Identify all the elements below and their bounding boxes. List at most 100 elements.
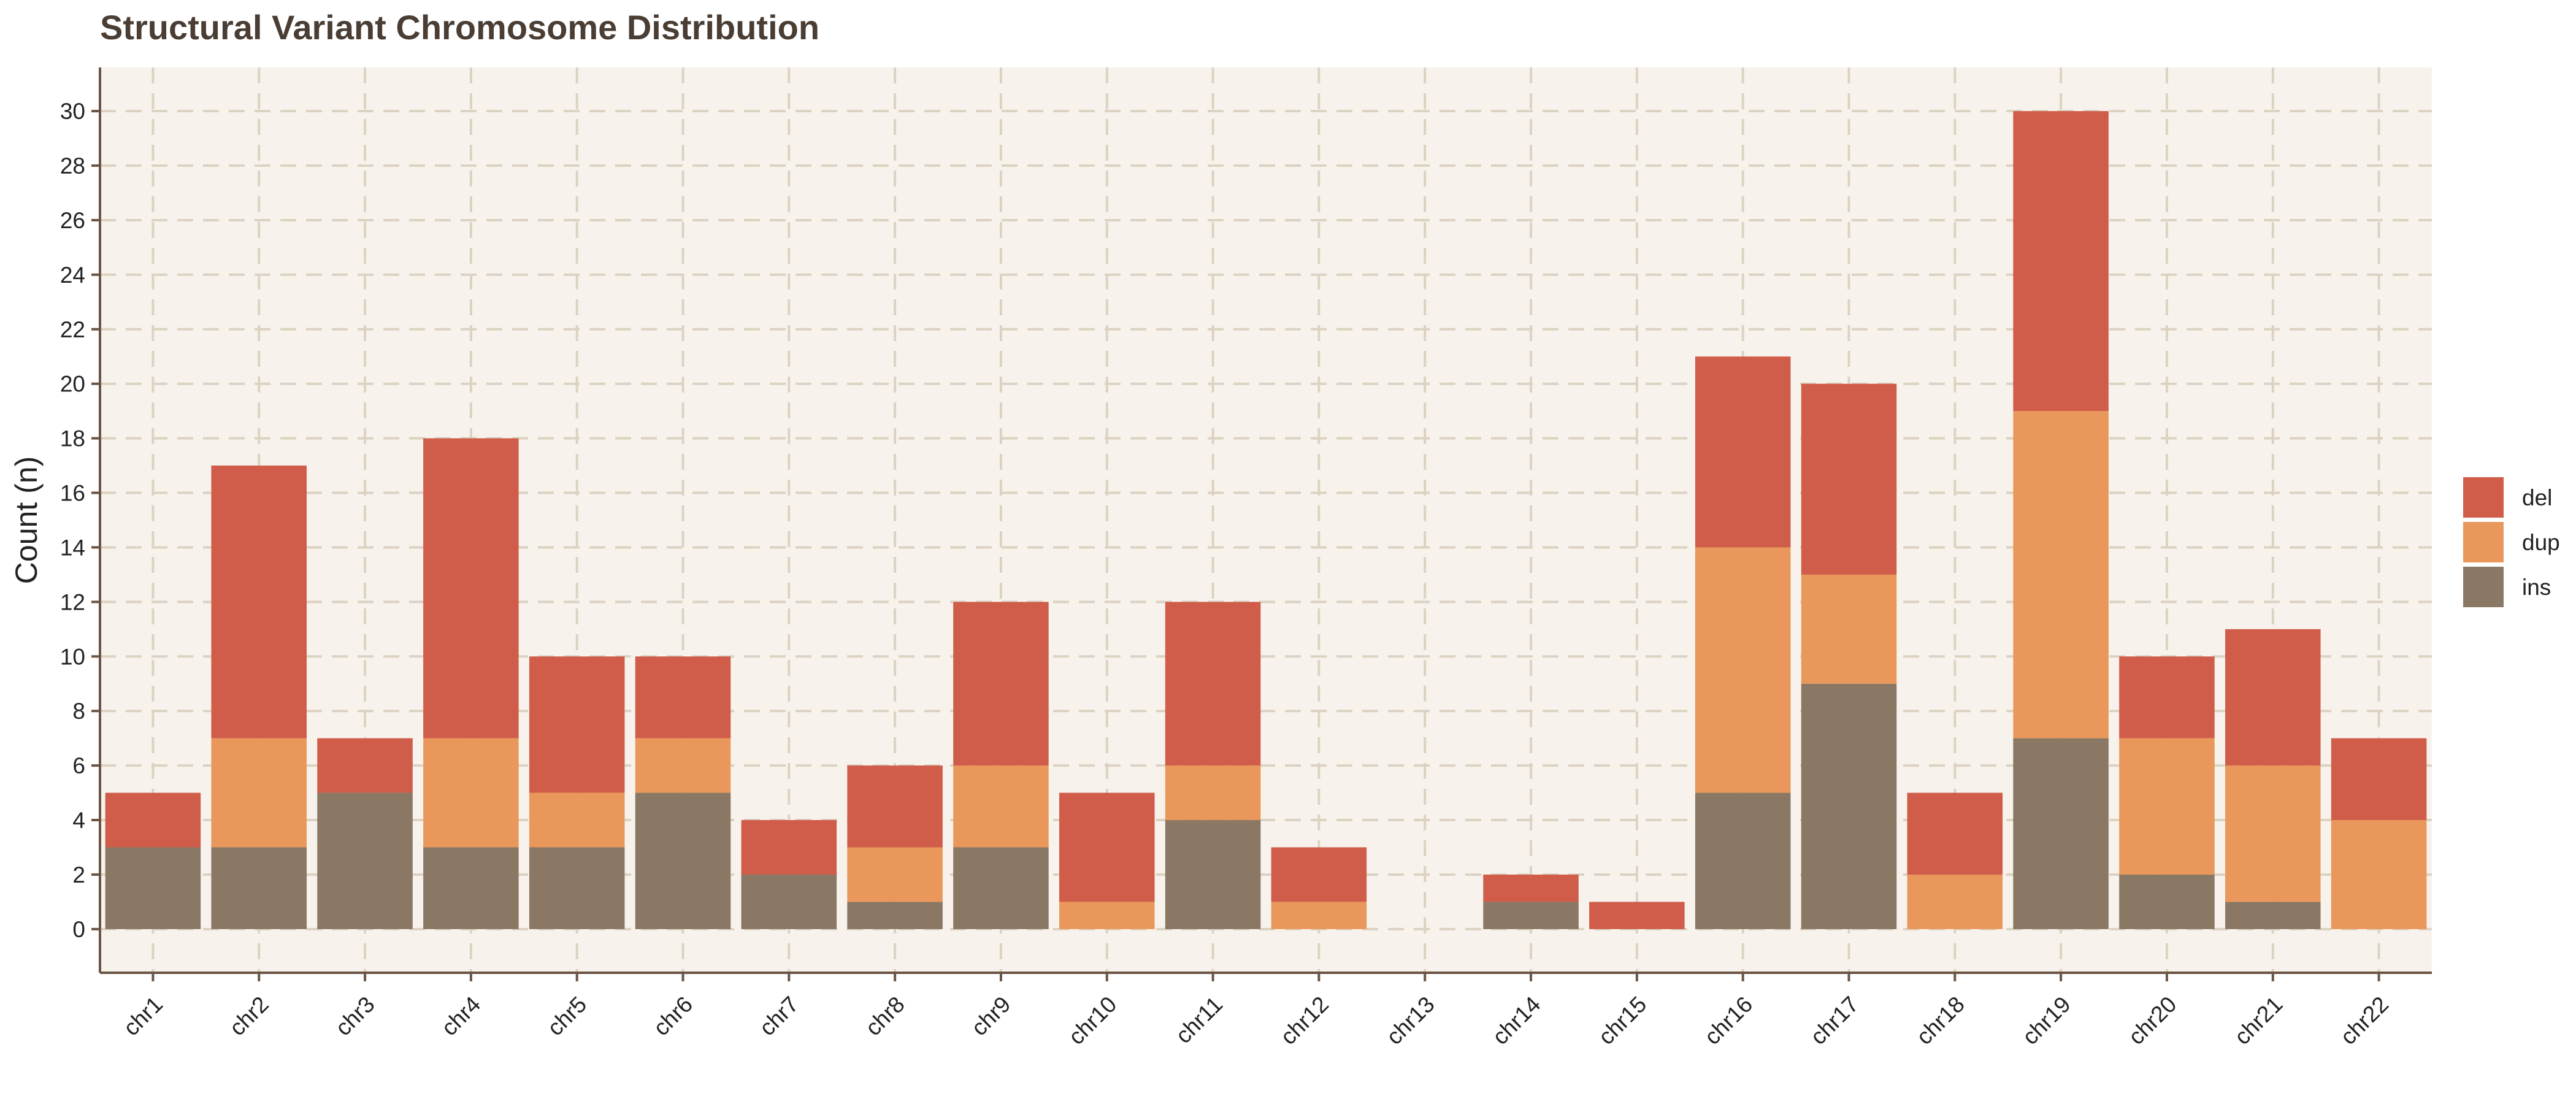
bar-ins-chr3	[317, 792, 413, 929]
bar-dup-chr5	[529, 792, 625, 848]
x-tick-label-chr6: chr6	[648, 992, 697, 1041]
bar-del-chr19	[2013, 111, 2109, 412]
y-tick-label: 2	[72, 862, 85, 887]
bar-del-chr15	[1589, 902, 1685, 929]
x-tick-label-chr7: chr7	[754, 992, 803, 1041]
x-tick-label-chr9: chr9	[967, 992, 1016, 1041]
bar-del-chr4	[423, 438, 519, 738]
y-tick-label: 10	[60, 644, 85, 669]
bar-del-chr21	[2225, 629, 2321, 766]
y-tick-label: 28	[60, 153, 85, 178]
legend-swatch-dup	[2463, 522, 2504, 562]
bar-ins-chr9	[953, 847, 1049, 929]
bars	[105, 111, 2427, 929]
y-tick-label: 22	[60, 317, 85, 342]
y-tick-label: 16	[60, 481, 85, 506]
x-tick-label-chr16: chr16	[1700, 992, 1757, 1049]
bar-ins-chr6	[635, 792, 731, 929]
bar-dup-chr4	[423, 738, 519, 848]
legend-swatch-del	[2463, 477, 2504, 518]
bar-dup-chr2	[211, 738, 307, 848]
bar-ins-chr19	[2013, 738, 2109, 929]
bar-ins-chr5	[529, 847, 625, 929]
y-tick-label: 4	[72, 808, 85, 833]
legend-label-ins: ins	[2522, 575, 2551, 600]
x-tick-label-chr19: chr19	[2017, 992, 2075, 1049]
bar-del-chr12	[1271, 847, 1367, 902]
bar-del-chr16	[1695, 356, 1791, 548]
bar-dup-chr8	[847, 847, 943, 902]
bar-del-chr20	[2119, 656, 2215, 738]
bar-del-chr7	[741, 820, 837, 875]
bar-del-chr10	[1059, 792, 1155, 902]
bar-ins-chr20	[2119, 874, 2215, 929]
y-tick-label: 0	[72, 917, 85, 942]
y-tick-label: 12	[60, 589, 85, 615]
x-tick-label-chr22: chr22	[2336, 992, 2393, 1049]
x-tick-label-chr17: chr17	[1806, 992, 1863, 1049]
x-tick-label-chr13: chr13	[1381, 992, 1439, 1049]
bar-ins-chr8	[847, 902, 943, 929]
x-tick-label-chr20: chr20	[2123, 992, 2181, 1049]
bar-ins-chr7	[741, 874, 837, 929]
bar-dup-chr11	[1165, 765, 1261, 821]
bar-dup-chr16	[1695, 547, 1791, 793]
y-axis-title: Count (n)	[9, 456, 44, 584]
legend-label-del: del	[2522, 485, 2552, 510]
bar-del-chr11	[1165, 602, 1261, 766]
bar-dup-chr18	[1907, 874, 2003, 929]
legend-label-dup: dup	[2522, 530, 2560, 555]
x-tick-labels: chr1 chr2 chr3 chr4 chr5 chr6 chr7 chr8 chr9 chr1…	[118, 992, 2393, 1049]
bar-del-chr9	[953, 602, 1049, 766]
axes	[91, 67, 2432, 981]
bar-del-chr2	[211, 466, 307, 738]
bar-del-chr22	[2331, 738, 2427, 821]
x-tick-label-chr3: chr3	[331, 992, 380, 1041]
bar-dup-chr12	[1271, 902, 1367, 929]
x-tick-label-chr1: chr1	[118, 992, 167, 1041]
y-tick-label: 26	[60, 208, 85, 233]
x-tick-label-chr12: chr12	[1276, 992, 1333, 1049]
bar-del-chr5	[529, 656, 625, 793]
x-tick-label-chr21: chr21	[2229, 992, 2287, 1049]
y-tick-label: 24	[60, 263, 85, 288]
x-tick-label-chr4: chr4	[437, 992, 486, 1041]
y-tick-label: 8	[72, 699, 85, 724]
bar-ins-chr17	[1801, 683, 1897, 929]
bar-dup-chr9	[953, 765, 1049, 848]
chart-title: Structural Variant Chromosome Distributi…	[100, 8, 819, 47]
bar-ins-chr2	[211, 847, 307, 929]
y-tick-label: 14	[60, 535, 85, 560]
bar-del-chr3	[317, 738, 413, 793]
bar-ins-chr4	[423, 847, 519, 929]
y-tick-label: 6	[72, 753, 85, 778]
bar-dup-chr22	[2331, 820, 2427, 929]
x-tick-label-chr2: chr2	[224, 992, 274, 1041]
x-tick-label-chr11: chr11	[1171, 992, 1227, 1048]
x-tick-label-chr15: chr15	[1593, 992, 1651, 1049]
y-tick-label: 20	[60, 372, 85, 397]
bar-dup-chr20	[2119, 738, 2215, 875]
bar-ins-chr16	[1695, 792, 1791, 929]
bar-ins-chr14	[1483, 902, 1579, 929]
bar-del-chr14	[1483, 874, 1579, 902]
bar-dup-chr17	[1801, 574, 1897, 684]
legend-swatch-ins	[2463, 567, 2504, 607]
bar-dup-chr21	[2225, 765, 2321, 902]
bar-del-chr1	[105, 792, 201, 848]
bar-dup-chr6	[635, 738, 731, 793]
x-tick-label-chr14: chr14	[1487, 992, 1545, 1049]
bar-dup-chr10	[1059, 902, 1155, 929]
x-tick-label-chr10: chr10	[1064, 992, 1121, 1049]
x-tick-label-chr18: chr18	[1912, 992, 1969, 1049]
x-tick-label-chr8: chr8	[861, 992, 910, 1041]
bar-ins-chr11	[1165, 820, 1261, 929]
bar-ins-chr21	[2225, 902, 2321, 929]
bar-del-chr8	[847, 765, 943, 848]
bar-del-chr6	[635, 656, 731, 738]
bar-del-chr17	[1801, 383, 1897, 575]
bar-del-chr18	[1907, 792, 2003, 875]
legend: del dup ins	[2463, 477, 2560, 607]
